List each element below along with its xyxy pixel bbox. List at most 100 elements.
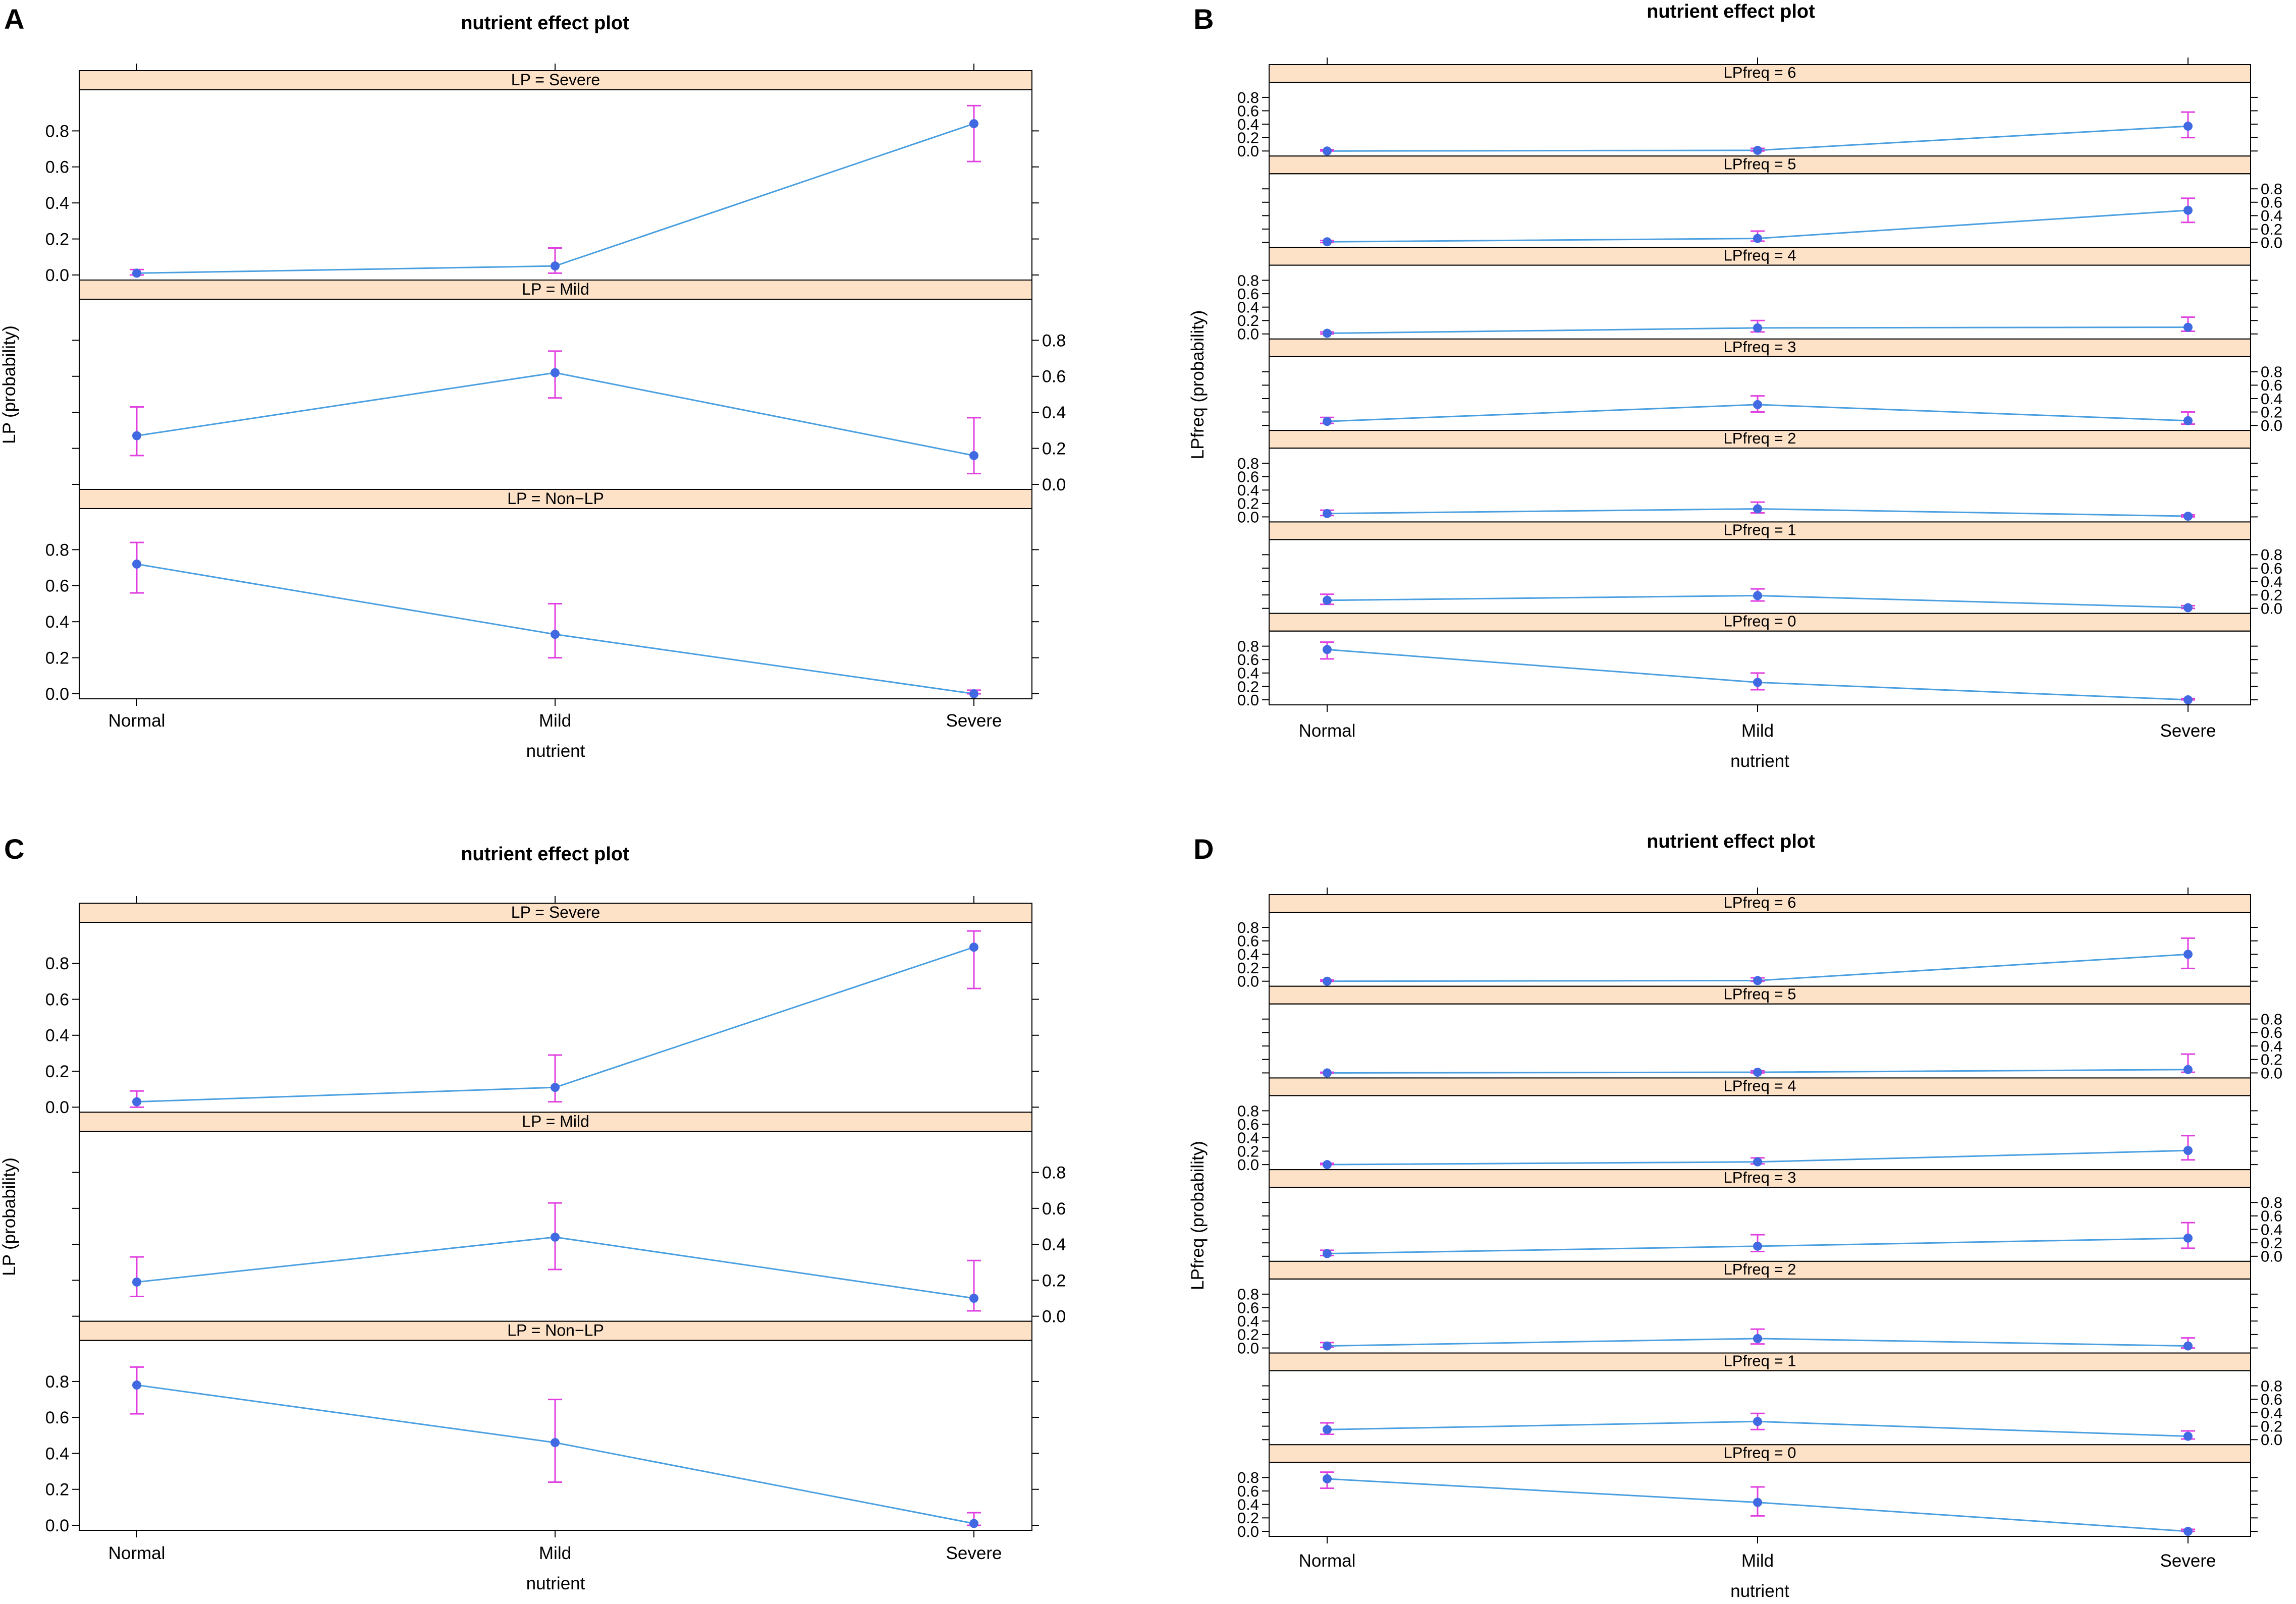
facet-box-d-6 xyxy=(1269,1462,2251,1537)
y-tick-label-b-5-2: 0.4 xyxy=(2261,573,2282,590)
data-point-c-2-1 xyxy=(551,1438,560,1448)
data-point-a-0-0 xyxy=(132,268,141,278)
facet-strip-label-b-5: LPfreq = 1 xyxy=(1724,521,1796,538)
facet-strip-d-4 xyxy=(1269,1260,2251,1280)
x-tick-label-d-1: Mild xyxy=(1741,1551,1774,1571)
y-tick-label-c-0-3: 0.6 xyxy=(45,990,69,1009)
data-point-c-0-2 xyxy=(969,943,978,952)
y-tick-label-b-5-3: 0.6 xyxy=(2261,560,2282,577)
x-tick-label-c-0: Normal xyxy=(108,1543,166,1563)
x-tick-label-b-1: Mild xyxy=(1741,721,1774,741)
y-tick-label-c-1-0: 0.0 xyxy=(1042,1307,1066,1326)
x-tick-label-a-2: Severe xyxy=(946,711,1002,731)
data-point-d-6-0 xyxy=(1323,1474,1332,1483)
y-tick-label-b-3-0: 0.0 xyxy=(2261,417,2282,434)
x-tick-label-c-2: Severe xyxy=(946,1543,1002,1563)
data-point-b-3-1 xyxy=(1753,400,1762,409)
y-tick-label-b-0-0: 0.0 xyxy=(1237,142,1259,160)
chart-title-c: nutrient effect plot xyxy=(461,844,629,865)
y-tick-label-d-3-3: 0.6 xyxy=(2261,1207,2282,1225)
y-tick-label-b-0-1: 0.2 xyxy=(1237,129,1259,147)
data-point-a-0-1 xyxy=(551,261,560,271)
y-tick-label-c-0-4: 0.8 xyxy=(45,954,69,973)
data-point-b-2-1 xyxy=(1753,323,1762,333)
facet-box-d-3 xyxy=(1269,1187,2251,1262)
y-tick-label-d-2-2: 0.4 xyxy=(1237,1129,1259,1147)
data-point-a-2-1 xyxy=(551,630,560,639)
y-tick-label-a-1-1: 0.2 xyxy=(1042,439,1066,459)
y-tick-label-a-1-2: 0.4 xyxy=(1042,403,1066,422)
y-tick-label-c-1-1: 0.2 xyxy=(1042,1271,1066,1290)
chart-title-b: nutrient effect plot xyxy=(1647,1,1815,22)
data-point-a-1-2 xyxy=(969,451,978,460)
y-tick-label-c-0-0: 0.0 xyxy=(45,1098,69,1117)
y-tick-label-b-6-2: 0.4 xyxy=(1237,665,1259,682)
data-point-c-1-2 xyxy=(969,1294,978,1303)
facet-a-1: LP = Mild 0.0 0.2 0.4 0.6 0.8 xyxy=(72,280,1066,494)
y-tick-label-c-2-4: 0.8 xyxy=(45,1372,69,1392)
y-tick-label-d-2-3: 0.6 xyxy=(1237,1116,1259,1133)
facet-strip-label-b-1: LPfreq = 5 xyxy=(1724,155,1796,173)
y-tick-label-b-4-1: 0.2 xyxy=(1237,495,1259,513)
data-point-b-0-1 xyxy=(1753,145,1762,155)
x-axis-label-d: nutrient xyxy=(1730,1581,1789,1601)
y-axis-label-a: LP (probability) xyxy=(0,325,19,444)
data-point-a-2-2 xyxy=(969,689,978,698)
chart-panel-a: nutrient effect plot LP = Severe 0.0 0.2 0.4… xyxy=(0,13,1066,761)
facet-strip-label-d-1: LPfreq = 5 xyxy=(1724,985,1796,1003)
data-point-b-0-2 xyxy=(2183,122,2193,131)
data-point-d-2-2 xyxy=(2183,1146,2193,1155)
facet-b-1: LPfreq = 5 0.00.20.40.60.8 xyxy=(1262,155,2282,251)
x-tick-label-a-1: Mild xyxy=(539,711,571,731)
y-tick-label-d-2-4: 0.8 xyxy=(1237,1102,1259,1120)
facet-b-3: LPfreq = 3 0.00.20.40.60.8 xyxy=(1262,338,2282,434)
data-point-b-4-0 xyxy=(1323,509,1332,518)
facet-d-6: LPfreq = 0 0.00.20.40.60.8 xyxy=(1237,1444,2258,1540)
x-axis-label-c: nutrient xyxy=(526,1574,585,1593)
y-tick-label-a-0-1: 0.2 xyxy=(45,230,69,249)
facet-strip-label-b-4: LPfreq = 2 xyxy=(1724,429,1796,447)
y-tick-label-d-6-4: 0.8 xyxy=(1237,1469,1259,1486)
y-tick-label-d-2-1: 0.2 xyxy=(1237,1142,1259,1160)
y-tick-label-b-5-1: 0.2 xyxy=(2261,586,2282,604)
chart-title-a: nutrient effect plot xyxy=(461,13,629,34)
y-tick-label-a-2-2: 0.4 xyxy=(45,613,69,632)
y-tick-label-b-5-4: 0.8 xyxy=(2261,546,2282,564)
facet-strip-c-1 xyxy=(79,1112,1032,1132)
y-tick-label-d-5-2: 0.4 xyxy=(2261,1404,2282,1422)
x-tick-label-b-2: Severe xyxy=(2160,721,2216,741)
y-tick-label-d-1-2: 0.4 xyxy=(2261,1037,2282,1055)
y-tick-label-b-2-0: 0.0 xyxy=(1237,325,1259,343)
data-point-d-3-2 xyxy=(2183,1233,2193,1243)
data-point-b-2-0 xyxy=(1323,328,1332,338)
facet-strip-b-2 xyxy=(1269,247,2251,266)
y-tick-label-a-2-1: 0.2 xyxy=(45,649,69,668)
data-point-c-0-1 xyxy=(551,1083,560,1092)
facet-strip-label-b-0: LPfreq = 6 xyxy=(1724,64,1796,81)
y-tick-label-b-1-2: 0.4 xyxy=(2261,207,2282,225)
facet-c-2: LP = Non−LP 0.0 0.2 0.4 0.6 0.8 xyxy=(45,1320,1039,1535)
data-point-d-6-1 xyxy=(1753,1498,1762,1507)
y-tick-label-b-3-4: 0.8 xyxy=(2261,363,2282,381)
y-tick-label-b-0-2: 0.4 xyxy=(1237,116,1259,133)
y-tick-label-d-3-1: 0.2 xyxy=(2261,1234,2282,1252)
data-point-d-5-1 xyxy=(1753,1417,1762,1426)
data-point-d-5-0 xyxy=(1323,1425,1332,1434)
panel-letter-c: C xyxy=(4,833,25,865)
facet-strip-label-b-3: LPfreq = 3 xyxy=(1724,338,1796,356)
y-tick-label-b-2-2: 0.4 xyxy=(1237,299,1259,316)
y-tick-label-b-2-3: 0.6 xyxy=(1237,285,1259,303)
panel-letter-d: D xyxy=(1193,833,1214,865)
data-point-a-1-0 xyxy=(132,431,141,440)
data-point-b-2-2 xyxy=(2183,322,2193,332)
data-point-b-4-1 xyxy=(1753,504,1762,514)
data-point-b-5-1 xyxy=(1753,591,1762,600)
data-point-d-5-2 xyxy=(2183,1431,2193,1441)
data-point-b-5-2 xyxy=(2183,603,2193,613)
y-tick-label-b-2-1: 0.2 xyxy=(1237,312,1259,329)
x-tick-label-d-2: Severe xyxy=(2160,1551,2216,1571)
facet-b-4: LPfreq = 2 0.00.20.40.60.8 xyxy=(1237,429,2258,526)
facet-strip-label-d-6: LPfreq = 0 xyxy=(1724,1444,1796,1461)
y-axis-label-d: LPfreq (probability) xyxy=(1188,1141,1208,1290)
